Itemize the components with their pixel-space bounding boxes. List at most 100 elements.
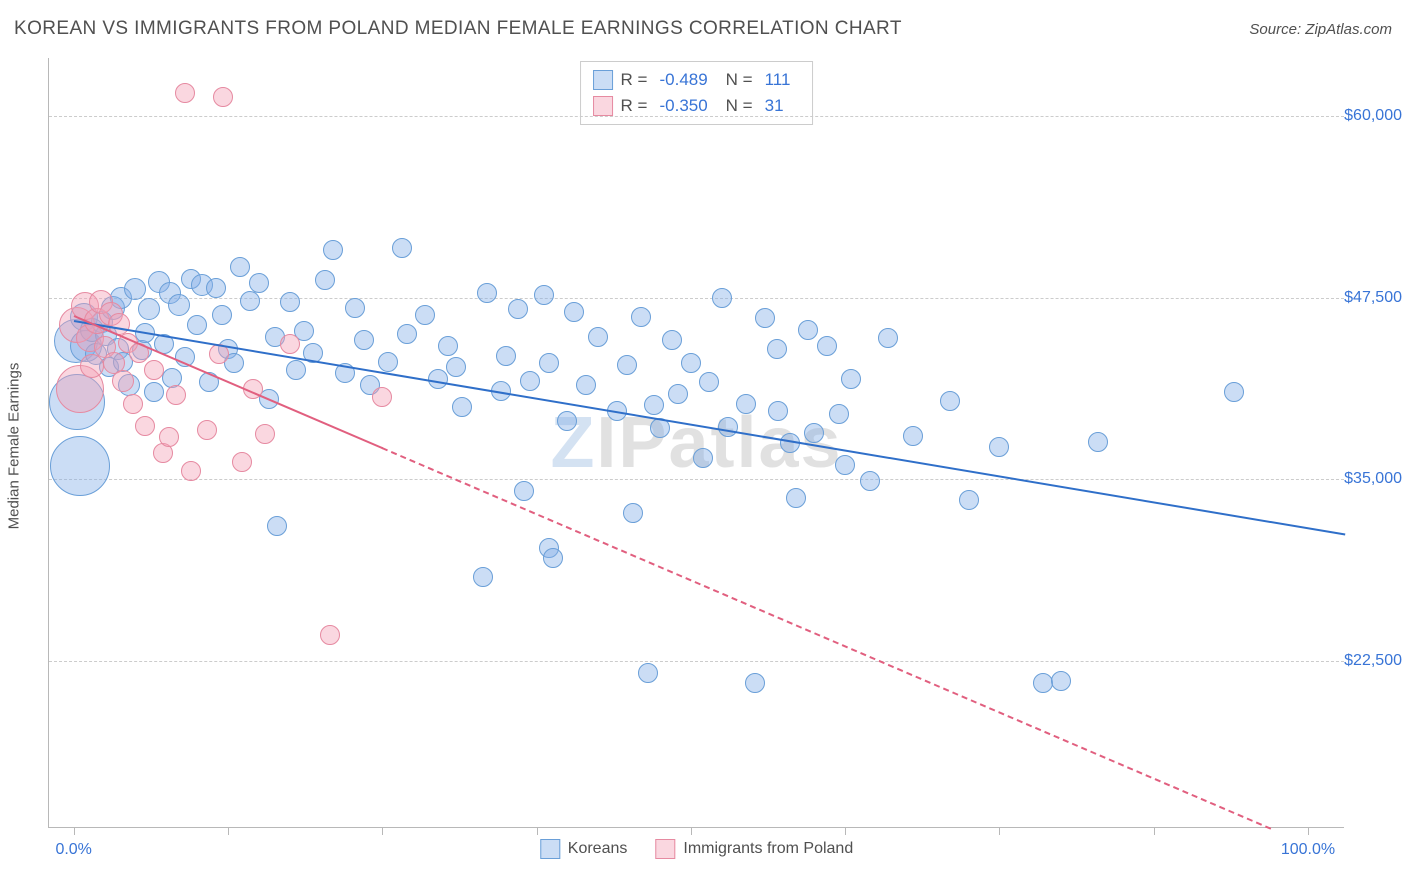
data-point <box>786 488 806 508</box>
data-point <box>631 307 651 327</box>
data-point <box>438 336 458 356</box>
y-tick-label: $47,500 <box>1344 289 1402 307</box>
series-name: Koreans <box>568 840 628 858</box>
data-point <box>668 384 688 404</box>
trendline <box>382 447 1271 830</box>
data-point <box>903 426 923 446</box>
data-point <box>835 455 855 475</box>
data-point <box>320 625 340 645</box>
data-point <box>543 548 563 568</box>
legend-r-label: R = <box>621 93 648 119</box>
data-point <box>372 387 392 407</box>
data-point <box>124 278 146 300</box>
data-point <box>187 315 207 335</box>
legend-n-value: 31 <box>765 93 784 119</box>
x-tick <box>999 827 1000 835</box>
data-point <box>878 328 898 348</box>
data-point <box>940 391 960 411</box>
legend-r-value: -0.489 <box>659 67 707 93</box>
data-point <box>1033 673 1053 693</box>
data-point <box>255 424 275 444</box>
data-point <box>144 360 164 380</box>
x-tick <box>537 827 538 835</box>
series-legend-item: Koreans <box>540 839 628 859</box>
data-point <box>50 436 110 496</box>
data-point <box>534 285 554 305</box>
data-point <box>539 353 559 373</box>
legend-r-label: R = <box>621 67 648 93</box>
x-tick <box>382 827 383 835</box>
legend-row: R = -0.489 N = 111 <box>593 67 801 93</box>
data-point <box>1088 432 1108 452</box>
x-tick <box>845 827 846 835</box>
data-point <box>446 357 466 377</box>
x-tick <box>1154 827 1155 835</box>
data-point <box>520 371 540 391</box>
legend-swatch <box>593 96 613 116</box>
data-point <box>514 481 534 501</box>
data-point <box>135 416 155 436</box>
data-point <box>415 305 435 325</box>
data-point <box>617 355 637 375</box>
data-point <box>159 427 179 447</box>
data-point <box>508 299 528 319</box>
data-point <box>354 330 374 350</box>
data-point <box>315 270 335 290</box>
gridline <box>49 661 1344 662</box>
data-point <box>323 240 343 260</box>
data-point <box>662 330 682 350</box>
y-tick-label: $60,000 <box>1344 107 1402 125</box>
data-point <box>175 83 195 103</box>
data-point <box>959 490 979 510</box>
data-point <box>564 302 584 322</box>
data-point <box>280 334 300 354</box>
data-point <box>477 283 497 303</box>
data-point <box>767 339 787 359</box>
data-point <box>804 423 824 443</box>
data-point <box>798 320 818 340</box>
data-point <box>452 397 472 417</box>
series-name: Immigrants from Poland <box>683 840 853 858</box>
x-tick <box>74 827 75 835</box>
legend-row: R =-0.350N =31 <box>593 93 801 119</box>
x-tick <box>228 827 229 835</box>
data-point <box>712 288 732 308</box>
data-point <box>168 294 190 316</box>
data-point <box>638 663 658 683</box>
data-point <box>1224 382 1244 402</box>
x-tick-label: 100.0% <box>1281 841 1335 859</box>
legend-n-value: 111 <box>765 67 791 93</box>
legend-swatch <box>655 839 675 859</box>
data-point <box>588 327 608 347</box>
gridline <box>49 479 1344 480</box>
legend-n-label: N = <box>726 67 753 93</box>
y-tick-label: $35,000 <box>1344 470 1402 488</box>
data-point <box>397 324 417 344</box>
data-point <box>681 353 701 373</box>
data-point <box>123 394 143 414</box>
data-point <box>166 385 186 405</box>
data-point <box>240 291 260 311</box>
legend-swatch <box>593 70 613 90</box>
data-point <box>699 372 719 392</box>
data-point <box>181 461 201 481</box>
gridline <box>49 116 1344 117</box>
chart-title: KOREAN VS IMMIGRANTS FROM POLAND MEDIAN … <box>14 18 902 40</box>
source-attribution: Source: ZipAtlas.com <box>1249 21 1392 38</box>
data-point <box>745 673 765 693</box>
data-point <box>144 382 164 402</box>
data-point <box>286 360 306 380</box>
data-point <box>213 87 233 107</box>
x-tick <box>691 827 692 835</box>
data-point <box>736 394 756 414</box>
data-point <box>496 346 516 366</box>
data-point <box>197 420 217 440</box>
data-point <box>206 278 226 298</box>
data-point <box>768 401 788 421</box>
data-point <box>230 257 250 277</box>
legend-r-value: -0.350 <box>659 93 707 119</box>
x-tick <box>1308 827 1309 835</box>
data-point <box>112 370 134 392</box>
data-point <box>1051 671 1071 691</box>
data-point <box>693 448 713 468</box>
